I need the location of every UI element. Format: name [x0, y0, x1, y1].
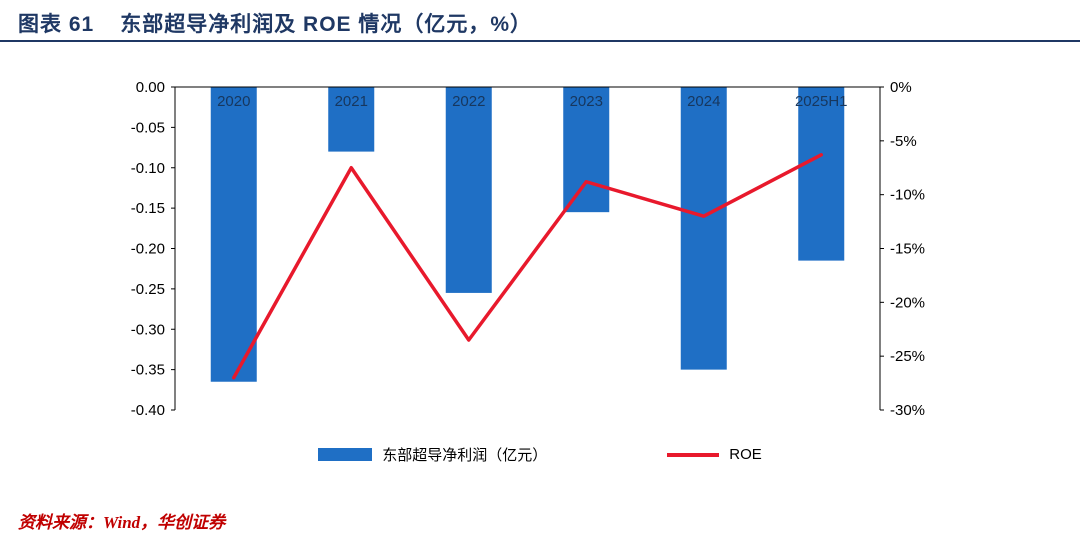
title-underline — [0, 40, 1080, 42]
svg-text:-0.40: -0.40 — [131, 402, 165, 419]
svg-text:2020: 2020 — [217, 93, 250, 110]
svg-text:2022: 2022 — [452, 93, 485, 110]
legend-label-net-profit: 东部超导净利润（亿元） — [382, 447, 548, 464]
svg-text:0.00: 0.00 — [136, 79, 165, 96]
figure-title: 东部超导净利润及 ROE 情况（亿元，%） — [120, 13, 533, 36]
svg-text:-0.05: -0.05 — [131, 119, 165, 136]
line-series-swatch — [667, 452, 720, 457]
chart-legend: 东部超导净利润（亿元） ROE — [0, 444, 1080, 465]
legend-item-roe: ROE — [667, 446, 762, 463]
chart-svg: 0.00 -0.05 -0.10 -0.15 -0.20 -0.25 -0.30 -0.35 -… — [131, 79, 925, 419]
bar-series-swatch — [318, 448, 373, 461]
svg-text:-25%: -25% — [890, 348, 925, 365]
svg-text:-0.10: -0.10 — [131, 160, 165, 177]
source-note: 资料来源：Wind，华创证券 — [18, 513, 226, 532]
svg-text:-10%: -10% — [890, 187, 925, 204]
svg-text:-0.30: -0.30 — [131, 321, 165, 338]
svg-text:-0.35: -0.35 — [131, 362, 165, 379]
page-title: 图表 61 东部超导净利润及 ROE 情况（亿元，%） — [18, 8, 532, 38]
svg-text:0%: 0% — [890, 79, 912, 96]
svg-text:-0.15: -0.15 — [131, 200, 165, 217]
legend-label-roe: ROE — [729, 446, 762, 463]
svg-text:2025H1: 2025H1 — [795, 93, 848, 110]
svg-text:-20%: -20% — [890, 294, 925, 311]
svg-text:-30%: -30% — [890, 402, 925, 419]
svg-text:2023: 2023 — [570, 93, 603, 110]
figure-number: 图表 61 — [18, 13, 95, 36]
svg-text:-0.20: -0.20 — [131, 241, 165, 258]
legend-item-net-profit: 东部超导净利润（亿元） — [318, 444, 547, 465]
svg-text:-15%: -15% — [890, 241, 925, 258]
svg-text:2021: 2021 — [335, 93, 368, 110]
svg-text:2024: 2024 — [687, 93, 720, 110]
svg-text:-5%: -5% — [890, 133, 917, 150]
svg-text:-0.25: -0.25 — [131, 281, 165, 298]
